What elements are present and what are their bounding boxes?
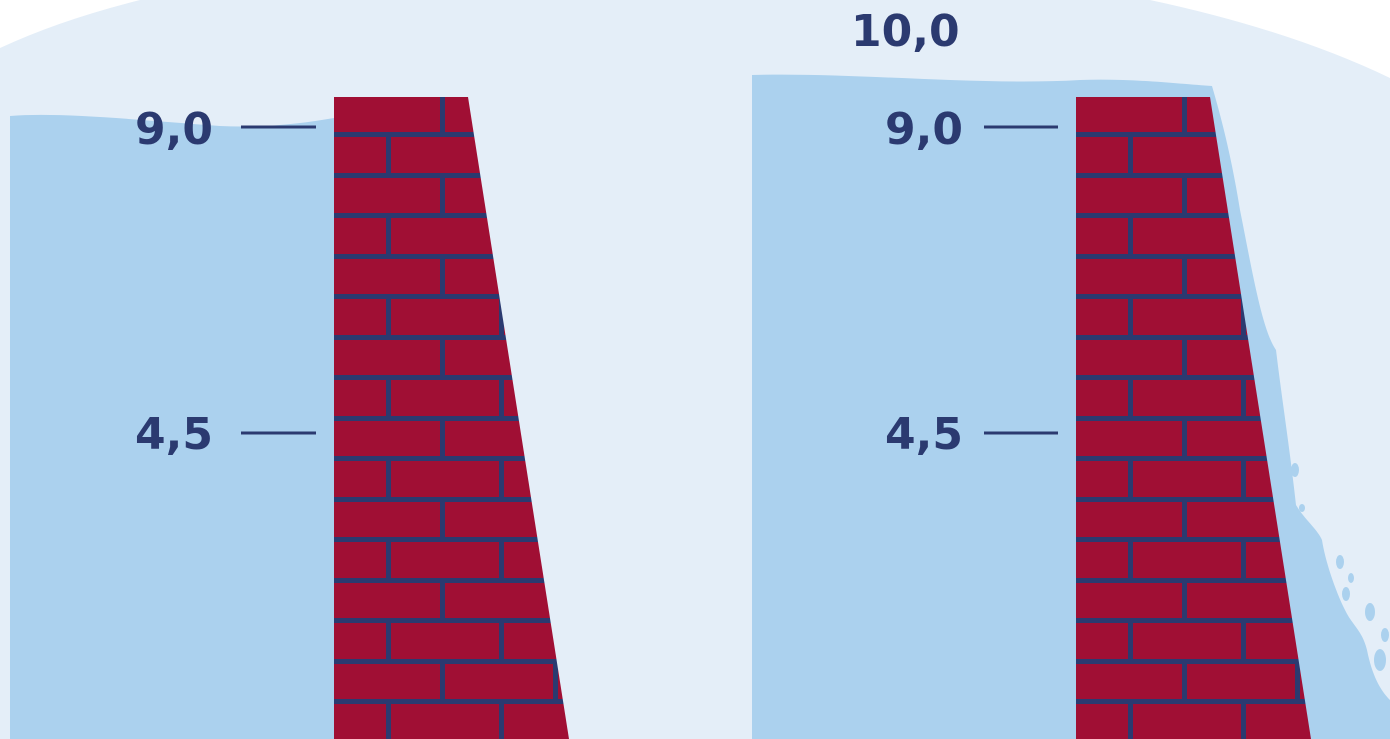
droplet (1342, 587, 1350, 601)
droplet (1291, 463, 1299, 477)
left-level-label-middle: 4,5 (135, 409, 213, 460)
left-dam-wall (334, 97, 569, 739)
right-level-label-overflow: 10,0 (851, 6, 960, 57)
background-corner-left (0, 0, 140, 48)
background-corner-right (1150, 0, 1390, 78)
droplet (1381, 628, 1389, 642)
droplet (1374, 649, 1386, 671)
right-dam-wall (1076, 97, 1311, 739)
left-reservoir-water (10, 114, 334, 739)
water-droplets (1291, 463, 1389, 671)
right-level-label-middle: 4,5 (885, 409, 963, 460)
droplet (1336, 555, 1344, 569)
droplet (1348, 573, 1354, 583)
droplet (1365, 603, 1375, 621)
right-level-label-top: 9,0 (885, 104, 963, 155)
droplet (1299, 504, 1305, 512)
left-level-label-top: 9,0 (135, 104, 213, 155)
